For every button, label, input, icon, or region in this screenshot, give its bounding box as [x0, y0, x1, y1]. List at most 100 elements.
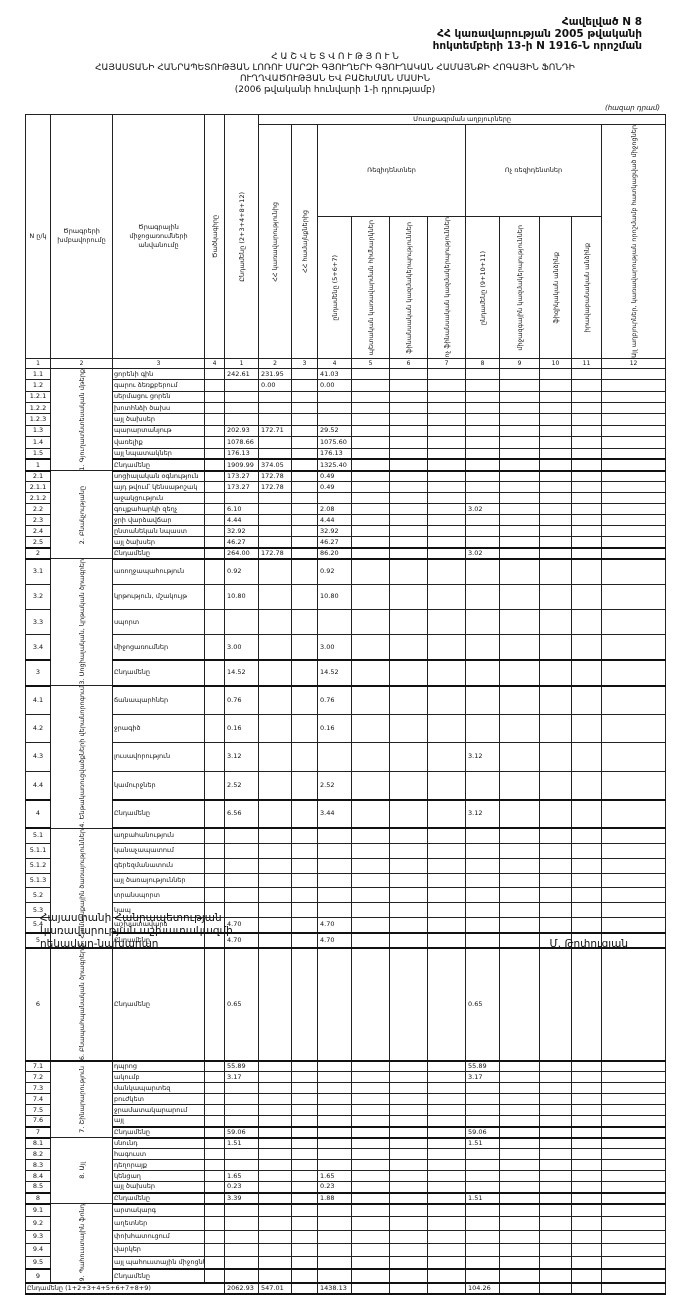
row-cipher: [204, 1137, 225, 1150]
cell: 2.08: [317, 503, 352, 516]
cell: [539, 1268, 572, 1284]
header-text: ընդամենը (9+10+11): [478, 250, 487, 325]
cell: [389, 1093, 428, 1106]
cell: 3.12: [224, 742, 259, 772]
cell: [389, 1216, 428, 1231]
table-row: 3.4 միջոցառումներ 3.00 3.00: [25, 634, 667, 661]
cell: [499, 1203, 540, 1218]
cell: [465, 872, 500, 889]
cell: [258, 902, 292, 919]
cell: [427, 1242, 466, 1257]
cell: 6.10: [224, 503, 259, 516]
cell: [389, 1181, 428, 1194]
cell: [427, 770, 466, 801]
cell: [291, 798, 318, 830]
table-row: 5 Ընդամենը 4.70 4.70: [25, 931, 667, 949]
cell: [465, 1148, 500, 1161]
cell: [600, 514, 667, 527]
cell: [499, 1216, 540, 1231]
cell: [499, 1268, 540, 1284]
cell: [600, 436, 667, 449]
cell: [224, 1148, 259, 1161]
row-name: այլ ծախսեր: [112, 413, 205, 426]
cell: [539, 659, 572, 687]
cell: [224, 379, 259, 392]
row-code: 4.2: [25, 713, 51, 744]
cell: [539, 492, 572, 505]
cell: [571, 1125, 602, 1139]
cell: [291, 470, 318, 483]
cell: [317, 902, 352, 919]
cell: [571, 1093, 602, 1106]
row-code: 3: [25, 659, 51, 687]
cell: [465, 1181, 500, 1194]
cell: [389, 872, 428, 889]
header-text: ընդամենը (5+6+7): [330, 254, 339, 321]
column-header: Ոչ ռեզիդենտներ: [465, 123, 602, 218]
cell: [389, 1148, 428, 1161]
cell: [427, 1104, 466, 1117]
table-row: 1.1 1. Գյուղատնտեսական մթերք ցորենի գին 242…: [25, 367, 667, 472]
column-number: 2: [50, 357, 113, 369]
cell: [600, 902, 667, 919]
group-label: 7. Շինարարություն: [50, 1060, 113, 1139]
cell: [427, 367, 466, 381]
cell: [571, 872, 602, 889]
cell: 46.27: [317, 536, 352, 549]
row-name: պարարտանյութ: [112, 424, 205, 438]
cell: [465, 424, 500, 438]
header-row: ընդամենը (5+6+7) պետական կառավարման հիմնա…: [26, 216, 666, 359]
row-name: բուժկետ: [112, 1093, 205, 1106]
row-code: 8.2: [25, 1148, 51, 1161]
cell: [224, 1203, 259, 1218]
cell: [291, 1242, 318, 1257]
cell: [600, 770, 667, 801]
cell: [571, 798, 602, 830]
cell: 0.23: [224, 1181, 259, 1194]
cell: [351, 481, 390, 494]
cell: [571, 742, 602, 772]
row-name: սերմացու ցորեն: [112, 390, 205, 404]
row-code: 3.4: [25, 634, 51, 661]
cell: [499, 798, 540, 830]
header-text: պետական կառավարման հիմնարկներ: [366, 219, 375, 356]
cell: [600, 857, 667, 874]
title-line: ՈՒՂՂՎԱԾՈՒԹՅԱՆ ԵՎ ԲԱՇԽՄԱՆ ՄԱՍԻՆ: [239, 74, 431, 84]
row-name: այլ ծառայություններ: [112, 872, 205, 889]
cell: [317, 1104, 352, 1117]
row-code: 2.5: [25, 536, 51, 549]
cell: [499, 1137, 540, 1150]
row-code: 3.1: [25, 558, 51, 585]
cell: [258, 946, 292, 1062]
cell: [351, 503, 390, 516]
row-code: 9.1: [25, 1203, 51, 1218]
cell: [465, 902, 500, 919]
table-row: 7.3 մանկապարտեզ: [25, 1082, 667, 1095]
cell: [600, 798, 667, 830]
cell: [317, 1229, 352, 1244]
cell: [427, 842, 466, 859]
footer-line: Հայաստանի Հանրապետության: [40, 912, 222, 924]
row-cipher: [204, 1191, 225, 1205]
page: Հավելված N 8 ՀՀ կառավարության 2005 թվակա…: [25, 16, 667, 1295]
cell: 0.92: [224, 558, 259, 585]
cell: [600, 503, 667, 516]
cell: [389, 1060, 428, 1073]
row-name: այլ ծախսեր: [112, 536, 205, 549]
cell: [499, 401, 540, 415]
cell: [258, 503, 292, 516]
cell: [571, 827, 602, 844]
header-text: ՀՀ համայնքներից: [300, 209, 309, 273]
row-name: այլ: [112, 1115, 205, 1128]
cell: [427, 1181, 466, 1194]
row-cipher: [204, 842, 225, 859]
cell: [427, 872, 466, 889]
row-code: 8: [25, 1191, 51, 1205]
group-text: 3. Սոցիալական, կրթական ծրագրեր: [77, 559, 86, 686]
cell: [499, 713, 540, 744]
cell: [427, 1255, 466, 1270]
cell: 3.00: [224, 634, 259, 661]
cell: [351, 1093, 390, 1106]
header-text: ֆինանսական կազմակերպություններ: [404, 221, 413, 354]
cell: [351, 1125, 390, 1139]
